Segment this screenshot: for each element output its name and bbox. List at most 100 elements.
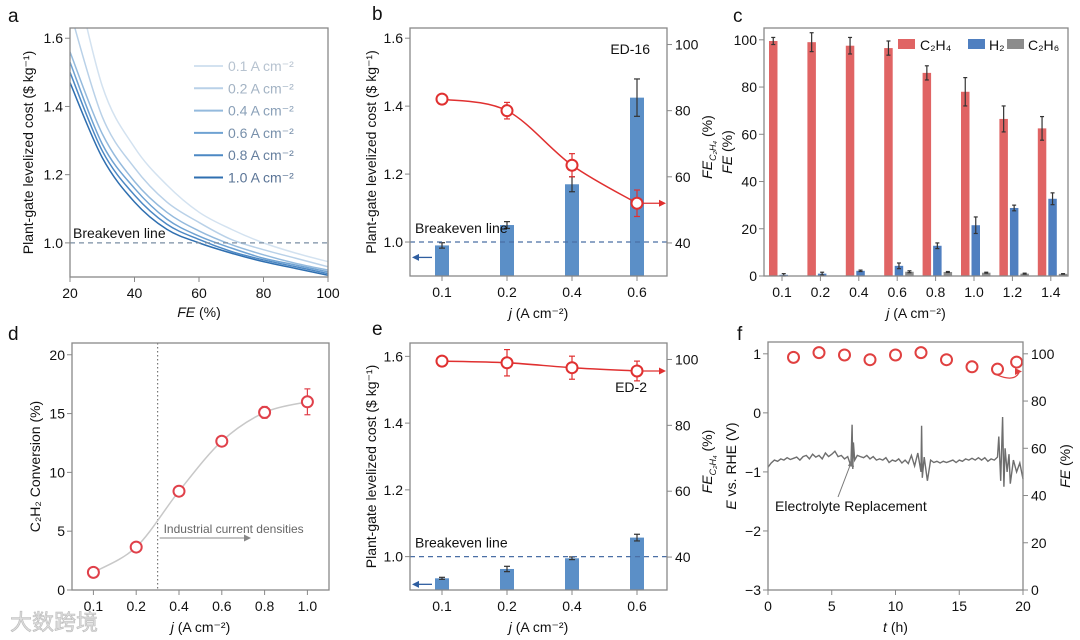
plot-frame [409, 27, 668, 277]
fe-point [889, 348, 902, 362]
y-tick-label: 100 [675, 37, 699, 53]
fe-point [500, 104, 514, 118]
x-axis-label: j (A cm⁻²) [884, 305, 946, 321]
y-tick-label: 40 [1031, 488, 1047, 504]
x-axis-label-rest: (h) [887, 619, 908, 635]
conversion-point [300, 395, 314, 409]
fe-line [441, 98, 638, 204]
bar-0 [769, 40, 778, 276]
panel-f: Electrolyte Replacement−3−2−101020406080… [723, 341, 1073, 635]
x-tick-label: 10 [888, 598, 904, 614]
cost-curve-3 [70, 61, 328, 273]
y-tick-label: 60 [675, 169, 691, 185]
x-tick-label: 1.4 [1041, 284, 1061, 300]
fe-point [991, 362, 1004, 376]
breakeven-label: Breakeven line [415, 535, 508, 551]
x-axis-label-italic: FE [177, 304, 196, 320]
x-tick-label: 0.4 [849, 284, 869, 300]
x-tick-label: 0.2 [497, 284, 517, 300]
x-tick-label: 1.2 [1003, 284, 1023, 300]
legend-label: 0.4 A cm⁻² [228, 103, 294, 119]
cost-bar [435, 245, 449, 276]
x-tick-label: 0.4 [562, 598, 582, 614]
electrode-label: ED-16 [610, 41, 650, 57]
y-axis-label-rest: (%) [719, 130, 735, 156]
y-axis-label: E vs. RHE (V) [723, 422, 739, 509]
cost-bar [500, 568, 514, 590]
x-tick-label: 0.6 [212, 598, 232, 614]
fe-point [787, 350, 800, 364]
plot-frame [71, 342, 330, 591]
x-tick-label: 0.2 [126, 598, 146, 614]
y2-label-sub: C₂H₄ [708, 140, 718, 160]
x-tick-label: 0.2 [811, 284, 831, 300]
bar-1 [933, 245, 942, 276]
legend-label: H₂ [989, 37, 1005, 53]
y-tick-label: 80 [675, 103, 691, 119]
fit-curve [93, 401, 308, 574]
y-tick-label: 1.0 [384, 549, 404, 565]
y2-axis-label: FEC₂H₄ (%) [699, 115, 718, 179]
x-tick-label: 0.1 [772, 284, 792, 300]
cost-curve-1 [74, 28, 328, 268]
y-axis-label: FE (%) [719, 130, 735, 174]
y2-axis-label: FE (%) [1057, 444, 1073, 488]
y-tick-label: 80 [741, 79, 757, 95]
bar-1 [1048, 198, 1057, 276]
y-tick-label: 100 [1031, 346, 1055, 362]
fe-point [838, 348, 851, 362]
annotation-label: Electrolyte Replacement [775, 498, 927, 514]
x-axis-label-italic: j [507, 305, 513, 321]
annotation-arrow [837, 462, 852, 498]
bar-0 [807, 42, 816, 276]
y-tick-label: 100 [734, 32, 758, 48]
arrow-head [1015, 368, 1022, 376]
arrow-head [244, 534, 251, 542]
cost-bar [500, 225, 514, 276]
fe-point [630, 196, 644, 210]
y-tick-label: 1.2 [384, 482, 404, 498]
conversion-point [172, 484, 186, 498]
y-axis-label: C₂H₂ Conversion (%) [27, 401, 43, 532]
bar-2 [905, 271, 914, 276]
y-tick-label: 40 [675, 549, 691, 565]
y-tick-label: 40 [675, 235, 691, 251]
annotation-arrow-head [848, 458, 854, 467]
legend-label: 0.8 A cm⁻² [228, 147, 294, 163]
fe-line [441, 360, 638, 372]
conversion-point [86, 565, 100, 579]
bar-0 [884, 48, 893, 277]
y-tick-label: 80 [675, 417, 691, 433]
y-tick-label: 1.2 [384, 166, 404, 182]
x-axis-label-rest: (A cm⁻²) [512, 305, 568, 321]
cost-curve-0 [86, 28, 328, 263]
y-tick-label: 5 [57, 523, 65, 539]
legend-swatch [968, 39, 985, 49]
y2-label-main: FE [699, 475, 715, 494]
x-tick-label: 0.1 [432, 598, 452, 614]
x-axis-label-rest: (A cm⁻²) [512, 619, 568, 635]
bar-0 [845, 45, 855, 276]
y-tick-label: 100 [675, 351, 699, 367]
x-tick-label: 0.2 [497, 598, 517, 614]
y-tick-label: −2 [745, 523, 761, 539]
panel-label-e: e [372, 319, 383, 340]
x-axis-label-italic: j [169, 619, 175, 635]
conversion-point [215, 434, 229, 448]
bar-0 [961, 91, 970, 277]
panel-d: Industrial current densities 0 5 10 15 20 0.1 0… [27, 342, 330, 635]
fe-point [863, 353, 877, 367]
legend-swatch [1007, 39, 1024, 49]
x-tick-label: 40 [127, 285, 143, 301]
x-tick-label: 0.6 [627, 284, 647, 300]
y-tick-label: 1.6 [384, 30, 404, 46]
x-tick-label: 1.0 [298, 598, 318, 614]
y-tick-label: 1 [753, 346, 761, 362]
fe-point [435, 354, 449, 368]
arrow-head [659, 367, 666, 375]
y-tick-label: 0 [753, 405, 761, 421]
bar-1 [856, 270, 865, 276]
x-axis-label: j (A cm⁻²) [507, 619, 569, 635]
